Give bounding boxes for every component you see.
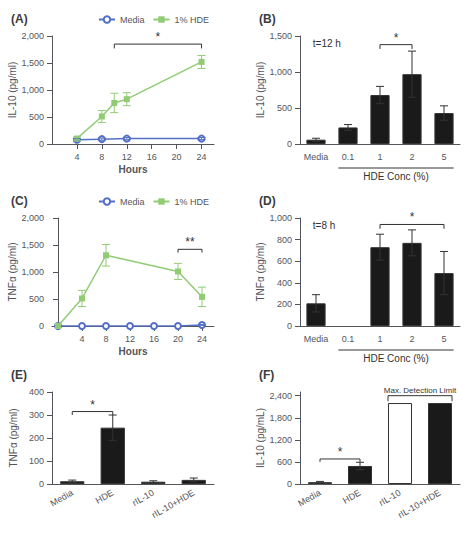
- svg-text:Media: Media: [120, 197, 145, 207]
- svg-text:Media: Media: [304, 334, 329, 344]
- svg-text:5: 5: [441, 152, 446, 162]
- svg-text:5: 5: [441, 334, 446, 344]
- svg-text:(B): (B): [259, 12, 276, 26]
- svg-text:200: 200: [29, 433, 44, 443]
- svg-text:0.1: 0.1: [342, 152, 355, 162]
- svg-text:8: 8: [103, 334, 108, 344]
- svg-text:(F): (F): [259, 368, 274, 382]
- svg-text:16: 16: [149, 334, 159, 344]
- svg-text:rIL-10: rIL-10: [377, 488, 402, 508]
- svg-text:20: 20: [173, 334, 183, 344]
- svg-text:500: 500: [29, 112, 44, 122]
- svg-text:0: 0: [39, 479, 44, 489]
- svg-text:12: 12: [122, 152, 132, 162]
- svg-text:2,400: 2,400: [269, 391, 292, 401]
- svg-text:Media: Media: [296, 488, 322, 509]
- svg-text:2: 2: [409, 334, 414, 344]
- svg-text:*: *: [410, 210, 415, 224]
- svg-text:1,500: 1,500: [21, 58, 44, 68]
- svg-text:1,500: 1,500: [269, 31, 292, 41]
- svg-text:**: **: [185, 235, 195, 249]
- svg-text:1,000: 1,000: [21, 85, 44, 95]
- svg-text:400: 400: [277, 278, 292, 288]
- svg-text:IL-10 (pg/mL): IL-10 (pg/mL): [255, 408, 266, 468]
- svg-text:*: *: [90, 398, 95, 412]
- svg-text:0: 0: [287, 321, 292, 331]
- svg-text:100: 100: [29, 456, 44, 466]
- svg-text:t=8 h: t=8 h: [313, 220, 336, 231]
- svg-text:2,000: 2,000: [21, 31, 44, 41]
- svg-text:rIL-10+HDE: rIL-10+HDE: [396, 488, 442, 521]
- svg-text:(E): (E): [11, 368, 27, 382]
- svg-text:(C): (C): [11, 194, 28, 208]
- svg-text:HDE Conc (%): HDE Conc (%): [363, 171, 429, 182]
- svg-text:500: 500: [29, 294, 44, 304]
- svg-text:2,000: 2,000: [21, 213, 44, 223]
- svg-text:4: 4: [74, 152, 79, 162]
- svg-text:1,000: 1,000: [269, 67, 292, 77]
- svg-text:1% HDE: 1% HDE: [174, 197, 209, 207]
- svg-text:4: 4: [79, 334, 84, 344]
- svg-text:HDE: HDE: [94, 488, 115, 506]
- svg-text:Media: Media: [120, 15, 145, 25]
- svg-text:20: 20: [172, 152, 182, 162]
- svg-text:TNFα (pg/ml): TNFα (pg/ml): [255, 242, 266, 301]
- svg-text:t=12 h: t=12 h: [313, 38, 341, 49]
- svg-text:500: 500: [277, 103, 292, 113]
- svg-text:TNFα (pg/ml): TNFα (pg/ml): [7, 242, 18, 301]
- svg-text:1: 1: [377, 334, 382, 344]
- svg-text:800: 800: [277, 235, 292, 245]
- svg-text:2: 2: [409, 152, 414, 162]
- svg-text:0: 0: [287, 479, 292, 489]
- svg-text:0: 0: [39, 321, 44, 331]
- svg-text:IL-10 (pg/ml): IL-10 (pg/ml): [7, 62, 18, 119]
- svg-text:IL-10 (pg/ml): IL-10 (pg/ml): [255, 62, 266, 119]
- svg-text:1% HDE: 1% HDE: [174, 15, 209, 25]
- svg-text:*: *: [156, 30, 161, 44]
- svg-text:Media: Media: [49, 488, 75, 509]
- svg-text:600: 600: [277, 256, 292, 266]
- svg-text:400: 400: [29, 387, 44, 397]
- svg-text:0: 0: [287, 139, 292, 149]
- svg-text:200: 200: [277, 299, 292, 309]
- svg-text:1,000: 1,000: [269, 213, 292, 223]
- svg-text:*: *: [394, 31, 399, 45]
- svg-text:HDE: HDE: [341, 488, 362, 506]
- svg-text:rIL-10: rIL-10: [130, 488, 155, 508]
- svg-text:*: *: [338, 445, 343, 459]
- svg-text:Media: Media: [304, 152, 329, 162]
- svg-text:0: 0: [39, 139, 44, 149]
- svg-text:TNFα (pg/ml): TNFα (pg/ml): [8, 408, 19, 467]
- svg-text:Hours: Hours: [119, 164, 148, 175]
- svg-text:Hours: Hours: [119, 346, 148, 357]
- svg-text:1,000: 1,000: [21, 267, 44, 277]
- svg-text:1,500: 1,500: [21, 240, 44, 250]
- svg-text:Max. Detection Limit: Max. Detection Limit: [384, 386, 457, 395]
- svg-text:rIL-10+HDE: rIL-10+HDE: [150, 488, 196, 521]
- svg-text:1,200: 1,200: [269, 435, 292, 445]
- svg-text:600: 600: [277, 457, 292, 467]
- svg-text:1,800: 1,800: [269, 413, 292, 423]
- svg-text:16: 16: [147, 152, 157, 162]
- svg-text:(D): (D): [259, 194, 276, 208]
- svg-text:(A): (A): [11, 12, 28, 26]
- svg-text:HDE Conc (%): HDE Conc (%): [363, 353, 429, 364]
- svg-text:24: 24: [197, 152, 207, 162]
- svg-text:300: 300: [29, 410, 44, 420]
- svg-text:0.1: 0.1: [342, 334, 355, 344]
- svg-text:24: 24: [197, 334, 207, 344]
- svg-text:8: 8: [99, 152, 104, 162]
- svg-text:12: 12: [125, 334, 135, 344]
- svg-text:1: 1: [377, 152, 382, 162]
